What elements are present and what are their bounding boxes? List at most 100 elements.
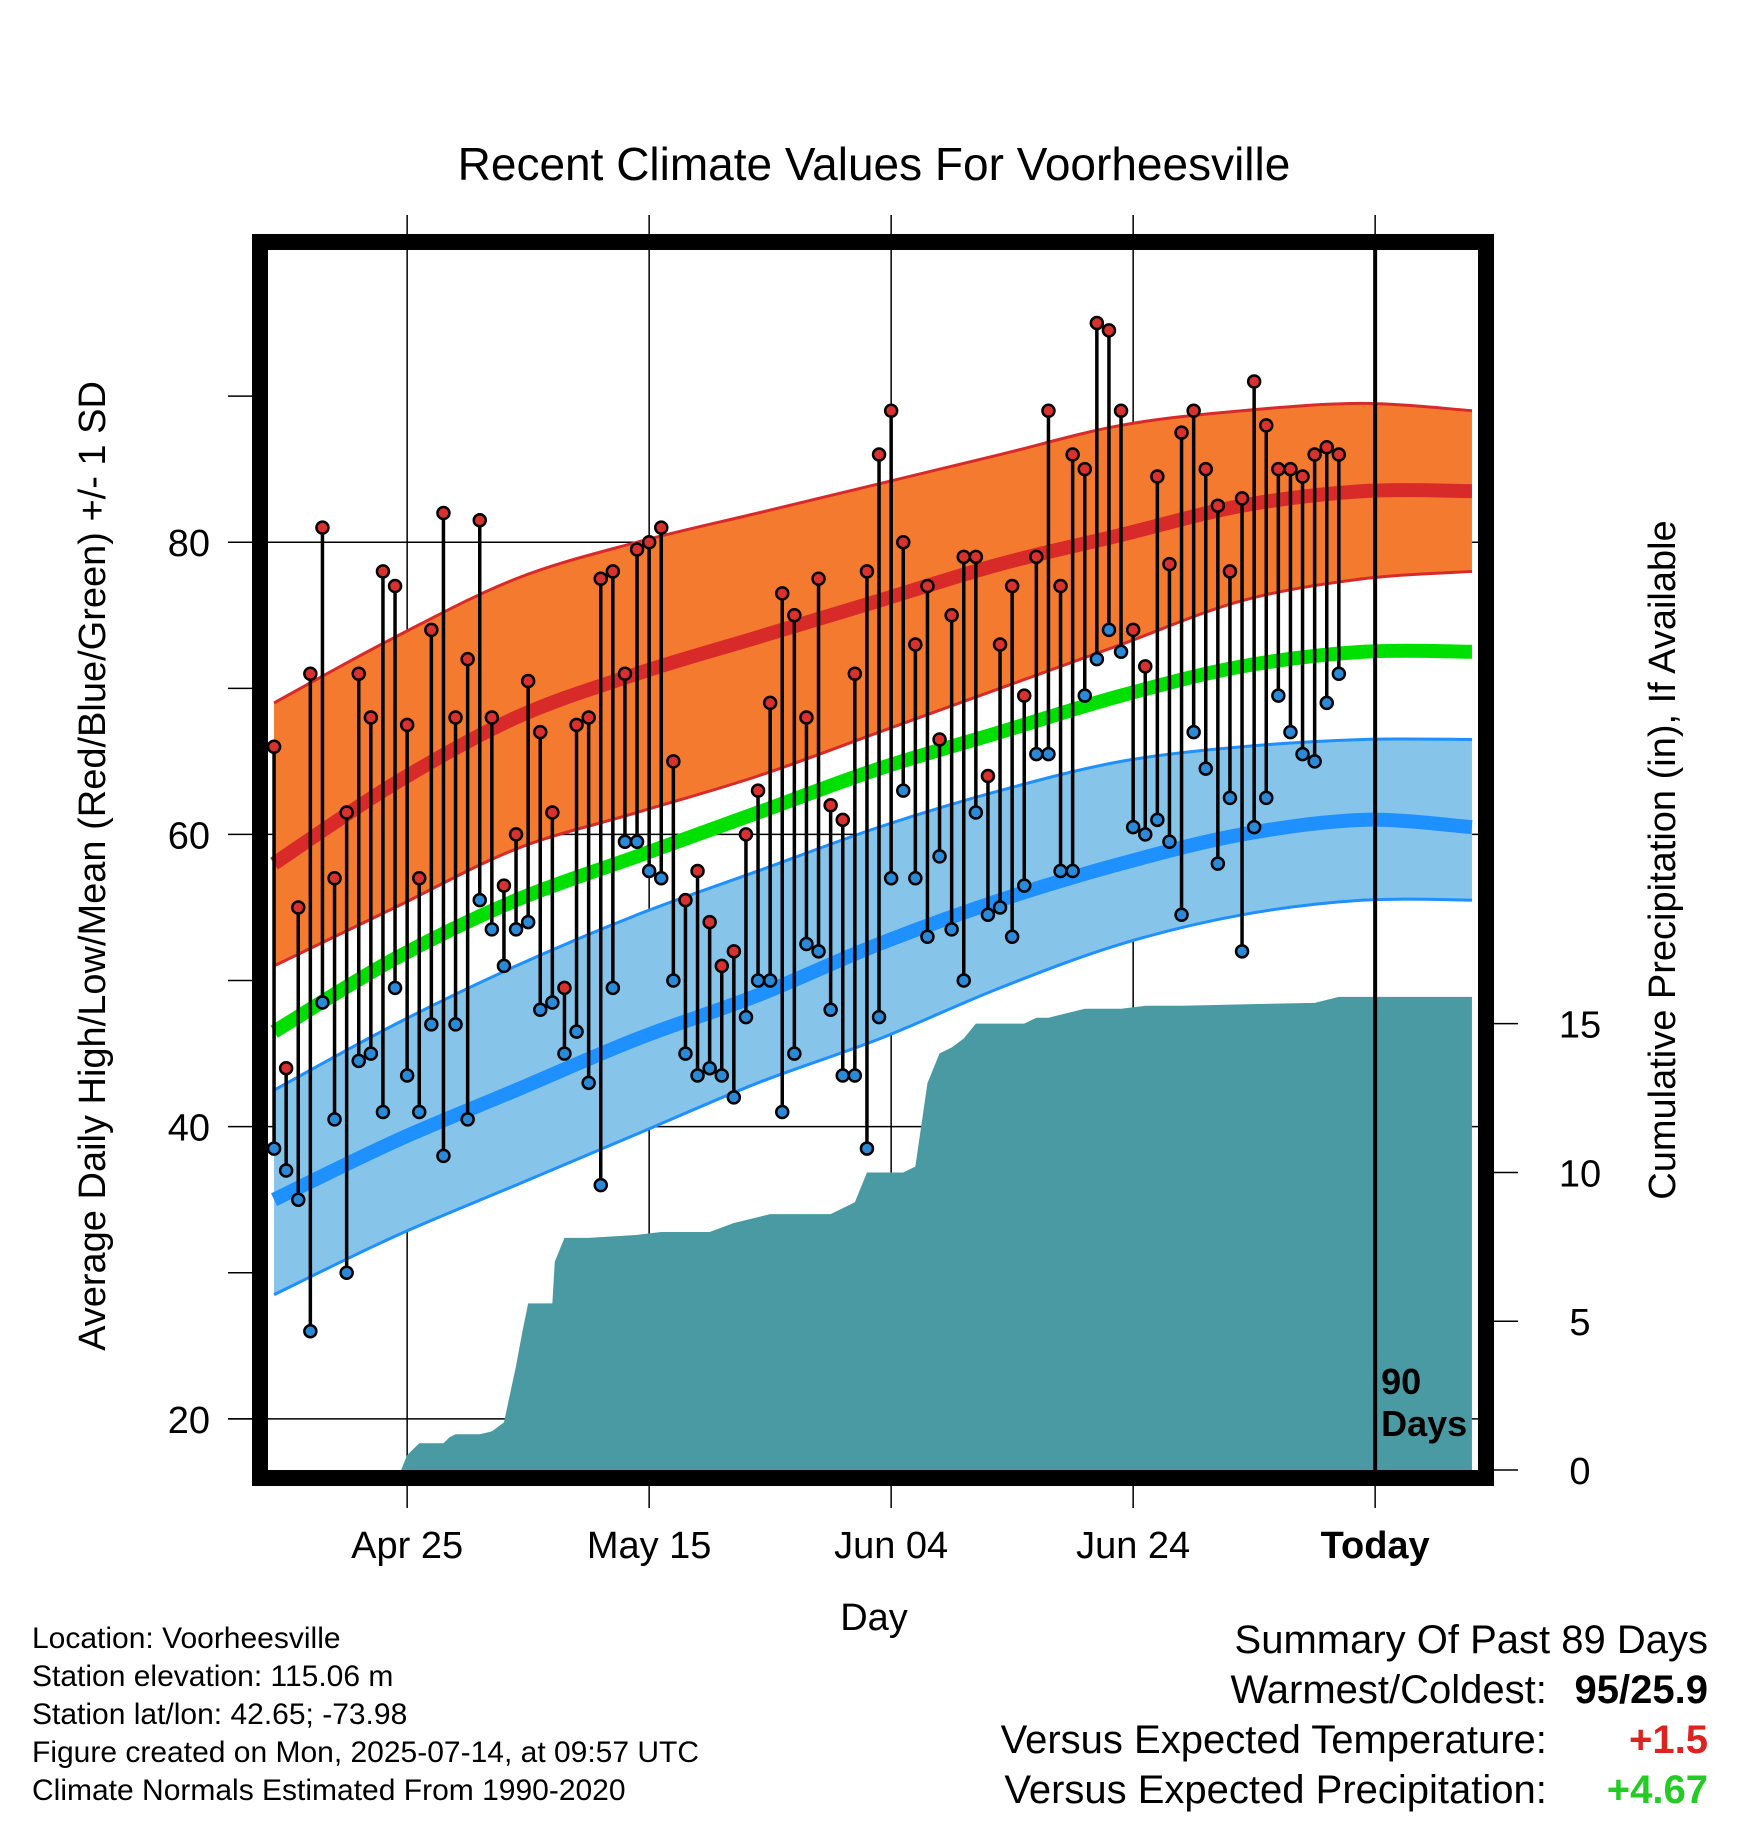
high-point-71 <box>1125 622 1141 638</box>
x-tick-label-0: Apr 25 <box>351 1525 463 1567</box>
low-point-26 <box>581 1075 596 1091</box>
high-point-28 <box>605 564 621 579</box>
high-point-19 <box>496 878 512 893</box>
high-point-17 <box>472 513 487 528</box>
low-point-67 <box>1077 688 1092 703</box>
high-point-57 <box>956 549 971 565</box>
low-point-0 <box>268 1141 282 1156</box>
high-point-60 <box>992 637 1008 652</box>
low-point-69 <box>1101 622 1117 638</box>
high-point-4 <box>315 520 330 535</box>
low-point-48 <box>847 1068 863 1083</box>
y-left-tick-label-1: 40 <box>168 1108 210 1150</box>
summary-precipitation: Versus Expected Precipitation: +4.67 <box>1004 1768 1708 1813</box>
low-point-88 <box>1331 666 1347 681</box>
high-point-87 <box>1319 439 1334 455</box>
low-point-87 <box>1319 695 1334 711</box>
station-info: Location: Voorheesville Station elevatio… <box>32 1620 699 1810</box>
location-text: Location: Voorheesville <box>32 1622 341 1655</box>
low-point-40 <box>750 973 766 988</box>
high-point-31 <box>641 534 657 550</box>
high-point-65 <box>1053 578 1068 594</box>
high-point-0 <box>268 739 282 755</box>
high-point-34 <box>678 892 693 908</box>
low-point-53 <box>908 871 923 886</box>
high-point-49 <box>859 564 875 579</box>
low-point-41 <box>762 973 778 988</box>
low-point-1 <box>278 1163 294 1178</box>
high-point-42 <box>775 586 790 601</box>
low-point-2 <box>291 1192 306 1207</box>
low-point-77 <box>1198 761 1213 776</box>
plot-frame <box>252 234 1494 1486</box>
low-point-39 <box>738 1009 754 1025</box>
low-point-51 <box>883 871 899 886</box>
low-point-58 <box>968 805 984 820</box>
high-point-16 <box>460 651 475 667</box>
low-point-80 <box>1234 944 1250 959</box>
high-point-37 <box>714 958 729 974</box>
low-point-37 <box>714 1068 729 1083</box>
high-point-36 <box>702 914 717 930</box>
plot-area <box>268 250 1478 1470</box>
high-point-8 <box>363 710 379 725</box>
precip-label: Versus Expected Precipitation: <box>1004 1768 1547 1812</box>
low-point-19 <box>496 958 512 974</box>
low-point-28 <box>605 980 621 996</box>
high-point-41 <box>762 695 778 711</box>
low-point-62 <box>1017 878 1032 893</box>
low-point-35 <box>690 1068 705 1083</box>
low-point-66 <box>1065 863 1080 879</box>
low-point-7 <box>351 1053 366 1069</box>
low-point-14 <box>436 1148 451 1164</box>
high-point-46 <box>823 797 838 813</box>
y-left-tick-label-3: 80 <box>168 523 210 565</box>
x-tick-label-2: Jun 04 <box>834 1525 948 1567</box>
low-point-6 <box>339 1265 354 1281</box>
high-point-58 <box>968 549 984 565</box>
high-point-86 <box>1307 447 1322 462</box>
low-point-23 <box>545 995 560 1010</box>
low-point-29 <box>617 834 633 849</box>
high-point-26 <box>581 710 596 725</box>
high-point-15 <box>448 710 463 725</box>
y-left-tick-label-2: 60 <box>168 815 210 857</box>
chart-title: Recent Climate Values For Voorheesville <box>458 138 1291 190</box>
high-point-50 <box>871 447 887 462</box>
low-point-33 <box>666 973 681 988</box>
low-point-71 <box>1125 819 1141 835</box>
high-point-2 <box>291 900 306 915</box>
high-point-32 <box>654 520 669 535</box>
high-point-9 <box>375 564 391 579</box>
low-point-5 <box>327 1112 342 1127</box>
summary-temperature: Versus Expected Temperature: +1.5 <box>1001 1718 1708 1763</box>
low-point-21 <box>520 914 536 930</box>
low-point-70 <box>1113 644 1129 660</box>
high-point-23 <box>545 805 560 820</box>
low-point-10 <box>387 980 403 996</box>
low-point-44 <box>799 936 814 952</box>
low-lower-line <box>273 897 1472 1297</box>
high-point-5 <box>327 871 342 886</box>
high-point-78 <box>1210 498 1226 513</box>
low-point-34 <box>678 1046 693 1061</box>
warm-cold-label: Warmest/Coldest: <box>1230 1668 1547 1712</box>
low-point-52 <box>896 783 911 798</box>
high-point-66 <box>1065 447 1080 462</box>
warm-cold-value: 95/25.9 <box>1574 1668 1708 1712</box>
high-point-45 <box>811 571 826 586</box>
high-point-35 <box>690 863 705 879</box>
high-point-85 <box>1295 469 1310 484</box>
low-point-13 <box>424 1017 439 1032</box>
high-point-76 <box>1186 403 1201 418</box>
high-point-22 <box>533 724 548 740</box>
low-point-84 <box>1283 724 1298 740</box>
high-point-82 <box>1259 418 1274 433</box>
high-point-43 <box>787 608 802 623</box>
low-point-78 <box>1210 856 1226 871</box>
high-point-64 <box>1041 403 1056 418</box>
high-point-13 <box>424 622 439 638</box>
summary-title: Summary Of Past 89 Days <box>1234 1618 1708 1662</box>
low-point-20 <box>508 922 524 937</box>
